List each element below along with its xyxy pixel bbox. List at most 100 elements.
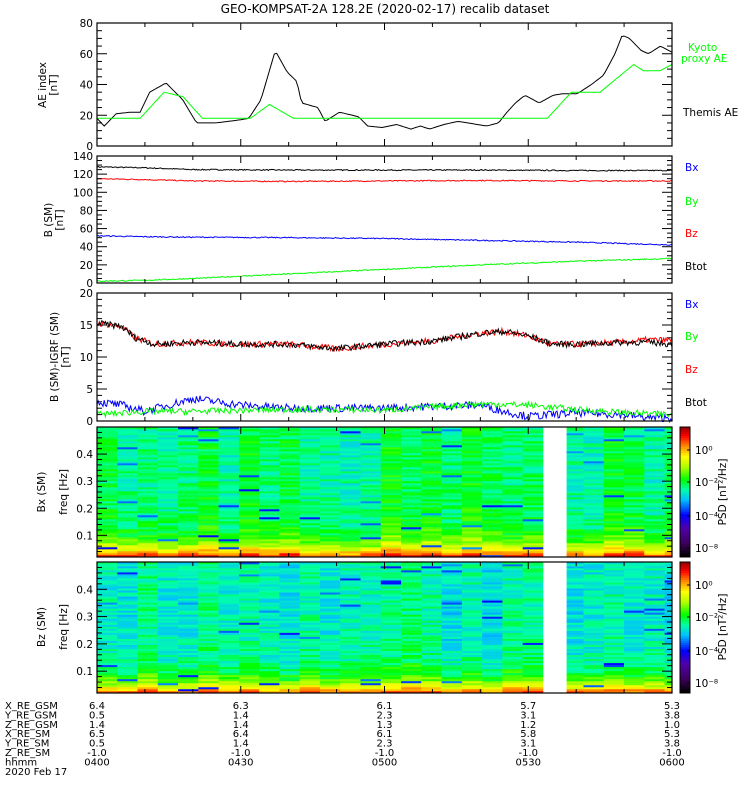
spectrogram-cell	[259, 435, 280, 438]
spectrogram-cell	[502, 572, 523, 575]
spectrogram-cell	[117, 527, 138, 530]
spectrogram-cell	[482, 668, 503, 672]
colorbar-segment	[680, 533, 690, 536]
spectrogram-cell	[522, 614, 544, 617]
spectrogram-cell	[421, 690, 442, 694]
spectrogram-cell	[563, 499, 584, 502]
spectrogram-cell	[380, 588, 402, 591]
spectrogram-cell	[259, 455, 280, 458]
spectrogram-cell	[360, 672, 382, 676]
spectrogram-cell	[117, 513, 138, 516]
spectrogram-cell	[178, 684, 199, 688]
colorbar-segment	[680, 531, 690, 534]
spectrogram-cell	[320, 670, 341, 674]
spectrogram-cell	[624, 680, 645, 684]
spectrogram-cell	[157, 463, 179, 466]
spectrogram-cell	[401, 600, 422, 603]
spectrogram-cell	[218, 690, 240, 694]
spectrogram-cell	[299, 662, 321, 666]
spectrogram-cell	[441, 648, 463, 651]
spectrogram-cell	[461, 533, 483, 536]
spectrogram-cell	[461, 553, 483, 556]
spectrogram-cell	[259, 588, 280, 591]
spectrogram-cell	[583, 435, 605, 438]
spectrogram-cell	[441, 608, 463, 611]
spectrogram-cell	[340, 640, 361, 643]
spectrogram-cell	[117, 644, 138, 647]
spectrogram-cell	[522, 610, 544, 613]
spectrogram-cell	[522, 618, 544, 621]
spectrogram-cell	[320, 598, 341, 601]
spectrogram-cell	[218, 453, 240, 456]
spectrogram-cell	[157, 487, 179, 490]
spectrogram-cell	[198, 684, 219, 688]
spectrogram-cell	[320, 636, 341, 639]
spectrogram-cell	[380, 489, 402, 492]
spectrogram-cell	[461, 660, 483, 664]
spectrogram-cell	[563, 477, 584, 480]
spectrogram-cell	[117, 680, 138, 684]
spectrogram-cell	[279, 580, 300, 583]
spectrogram-cell	[97, 670, 118, 674]
spectrogram-cell	[279, 543, 300, 546]
spectrogram-cell	[259, 535, 280, 538]
spectrogram-cell	[117, 662, 138, 666]
spectrogram-cell	[259, 509, 280, 512]
spectrogram-cell	[421, 453, 442, 456]
spectrogram-cell	[218, 499, 240, 502]
spectrogram-cell	[624, 527, 645, 530]
spectrogram-cell	[238, 678, 260, 682]
spectrogram-cell	[238, 541, 260, 544]
spectrogram-cell	[664, 690, 673, 694]
spectrogram-cell	[644, 463, 665, 466]
spectrogram-cell	[157, 427, 179, 430]
spectrogram-cell	[563, 501, 584, 504]
spectrogram-cell	[461, 640, 483, 643]
spectrogram-cell	[603, 650, 625, 653]
ephemeris-value: 0400	[84, 757, 109, 768]
spectrogram-cell	[259, 670, 280, 674]
spectrogram-cell	[198, 582, 219, 585]
spectrogram-cell	[583, 471, 605, 474]
spectrogram-cell	[603, 519, 625, 522]
spectrogram-cell	[583, 682, 605, 686]
bx-spec-ylabel: Bx (SM)	[36, 472, 48, 513]
spectrogram-cell	[482, 624, 503, 627]
spectrogram-cell	[218, 666, 240, 670]
spectrogram-cell	[97, 429, 118, 432]
spectrogram-cell	[461, 570, 483, 573]
spectrogram-cell	[401, 642, 422, 645]
spectrogram-cell	[522, 545, 544, 548]
spectrogram-cell	[563, 541, 584, 544]
spectrogram-cell	[238, 610, 260, 613]
spectrogram-cell	[522, 604, 544, 607]
spectrogram-cell	[441, 439, 463, 442]
spectrogram-cell	[401, 690, 422, 694]
spectrogram-cell	[157, 545, 179, 548]
spectrogram-cell	[117, 650, 138, 653]
spectrogram-cell	[299, 495, 321, 498]
spectrogram-cell	[360, 491, 382, 494]
spectrogram-cell	[97, 620, 118, 623]
spectrogram-cell	[360, 435, 382, 438]
spectrogram-cell	[563, 572, 584, 575]
spectrogram-cell	[664, 646, 673, 649]
spectrogram-cell	[482, 493, 503, 496]
spectrogram-cell	[664, 684, 673, 688]
spectrogram-cell	[401, 433, 422, 436]
spectrogram-cell	[238, 580, 260, 583]
spectrogram-cell	[441, 549, 463, 552]
colorbar-segment	[680, 577, 690, 580]
spectrogram-cell	[218, 509, 240, 512]
colorbar-segment	[680, 437, 690, 441]
spectrogram-cell	[502, 445, 523, 448]
spectrogram-cell	[137, 461, 159, 464]
spectrogram-cell	[624, 670, 645, 674]
spectrogram-cell	[401, 461, 422, 464]
spectrogram-cell	[198, 634, 219, 637]
spectrogram-cell	[380, 441, 402, 444]
spectrogram-cell	[502, 610, 523, 613]
spectrogram-cell	[360, 578, 382, 581]
spectrogram-cell	[259, 525, 280, 528]
spectrogram-cell	[482, 610, 503, 613]
